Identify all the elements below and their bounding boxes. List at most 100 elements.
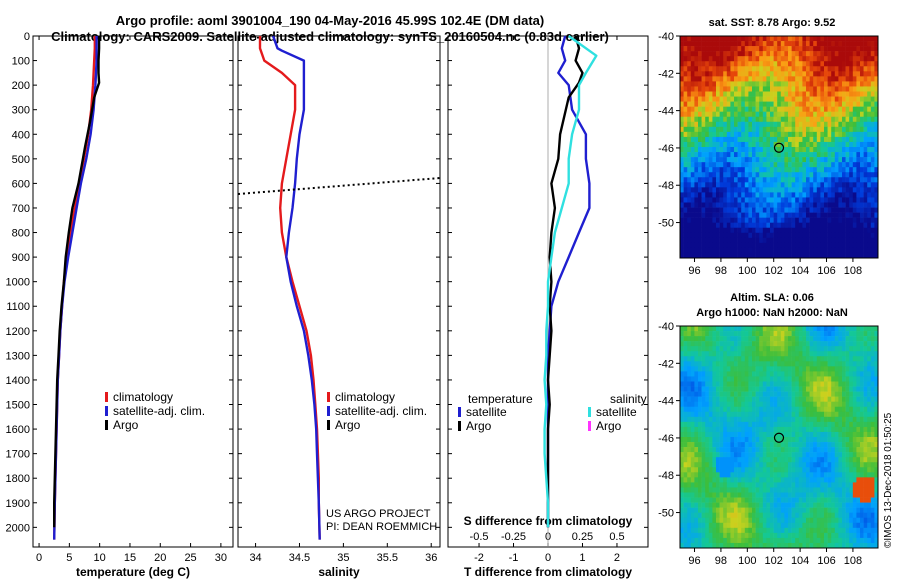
map-y-tick-label: -40 (658, 321, 674, 333)
y-tick-label: 700 (12, 203, 30, 215)
y-tick-label: 200 (12, 80, 30, 92)
salinity-series-climatology (258, 36, 321, 540)
legend-swatch (458, 421, 461, 431)
map-y-tick-label: -44 (658, 106, 674, 118)
y-tick-label: 100 (12, 56, 30, 68)
y-tick-label: 500 (12, 154, 30, 166)
temperature-frame (32, 35, 234, 548)
map-x-tick-label: 96 (688, 265, 700, 277)
y-tick-label: 2000 (6, 522, 30, 534)
y-tick-label: 1000 (6, 277, 30, 289)
y-tick-label: 400 (12, 129, 30, 141)
legend-swatch (105, 392, 108, 402)
salinity-frame (237, 35, 441, 548)
x-tick-label: 5 (66, 552, 72, 564)
map-y-tick-label: -50 (658, 218, 674, 230)
x-tick-label: 15 (124, 552, 136, 564)
map-y-tick-label: -40 (658, 31, 674, 43)
legend-label: satellite-adj. clim. (335, 404, 427, 418)
x-tick-label: 0 (545, 552, 551, 564)
sla-map-field (680, 326, 879, 549)
map-y-tick-label: -42 (658, 358, 674, 370)
y-tick-label: 600 (12, 178, 30, 190)
legend-label: climatology (335, 390, 395, 404)
legend-swatch (105, 420, 108, 430)
difference-series-argo (546, 35, 584, 528)
salinity-xlabel: salinity (318, 565, 360, 579)
map-y-tick-label: -50 (658, 508, 674, 520)
sst-map-frame (679, 35, 879, 259)
map-x-tick-label: 108 (844, 555, 862, 567)
map-x-tick-label: 102 (765, 265, 783, 277)
map-y-tick-label: -48 (658, 180, 674, 192)
y-tick-label: 1200 (6, 326, 30, 338)
x-tick-label: -2 (474, 552, 484, 564)
salinity-panel: 34 34.5 35 35.5 36 salinity climatologysatelli… (237, 35, 441, 579)
y-tick-label: 1400 (6, 375, 30, 387)
s-x-tick-label: 0.25 (572, 531, 593, 543)
legend-label: Argo (466, 419, 492, 433)
x-tick-label: 35.5 (377, 552, 398, 564)
y-tick-label: 900 (12, 252, 30, 264)
legend-swatch (588, 407, 591, 417)
map-y-tick-label: -48 (658, 470, 674, 482)
map-x-tick-label: 106 (817, 265, 835, 277)
map-y-tick-label: -46 (658, 433, 674, 445)
x-tick-label: 2 (614, 552, 620, 564)
x-tick-label: 25 (184, 552, 196, 564)
sst-map-field (680, 36, 879, 259)
sla-map-title-line1: Altim. SLA: 0.06 (730, 292, 814, 304)
legend-swatch (327, 392, 330, 402)
x-tick-label: -1 (509, 552, 519, 564)
y-tick-label: 800 (12, 228, 30, 240)
map-x-tick-label: 100 (738, 555, 756, 567)
y-tick-label: 1800 (6, 473, 30, 485)
map-x-tick-label: 98 (715, 265, 727, 277)
legend-label: Argo (335, 418, 361, 432)
temperature-xlabel: temperature (deg C) (76, 565, 190, 579)
sla-map-frame (679, 325, 879, 549)
map-y-tick-label: -46 (658, 143, 674, 155)
temperature-panel: 0 100 200 300 400 500 600 700 800 900 1000 1100 1200… (6, 31, 234, 579)
argo-float-marker (773, 142, 785, 153)
x-tick-label: 10 (94, 552, 106, 564)
temperature-series-climatology (53, 36, 97, 540)
y-tick-label: 300 (12, 105, 30, 117)
y-tick-label: 1600 (6, 424, 30, 436)
s-x-tick-label: -0.5 (470, 531, 489, 543)
temperature-series-argo (53, 36, 101, 528)
sst-map: -40 -42 -44 -46 -48 -50 96 98 100 102 104 106 108 (658, 31, 879, 277)
argo-float-marker (773, 432, 785, 443)
y-tick-label: 0 (24, 31, 30, 43)
dotted-reference-line (237, 177, 441, 195)
difference-xlabel: T difference from climatology (464, 565, 632, 579)
legend-swatch (588, 421, 591, 431)
map-y-tick-label: -42 (658, 68, 674, 80)
map-x-tick-label: 106 (817, 555, 835, 567)
salinity-series-satellite-adj-clim- (271, 35, 321, 540)
x-tick-label: 36 (425, 552, 437, 564)
legend-swatch (458, 407, 461, 417)
map-x-tick-label: 102 (765, 555, 783, 567)
x-tick-label: 1 (579, 552, 585, 564)
s-x-tick-label: 0.5 (609, 531, 624, 543)
map-x-tick-label: 108 (844, 265, 862, 277)
y-tick-label: 1100 (6, 301, 30, 313)
legend-label: satellite-adj. clim. (113, 404, 205, 418)
map-x-tick-label: 100 (738, 265, 756, 277)
legend-label: Argo (113, 418, 139, 432)
map-x-tick-label: 96 (688, 555, 700, 567)
title-line1: Argo profile: aoml 3901004_190 04-May-20… (116, 13, 545, 28)
credit-line1: US ARGO PROJECT (326, 508, 431, 520)
difference-series-satellite (546, 35, 591, 528)
x-tick-label: 34 (249, 552, 261, 564)
legend-swatch (327, 420, 330, 430)
imos-watermark: ©IMOS 13-Dec-2018 01:50:25 (883, 412, 894, 548)
s-x-tick-label: -0.25 (501, 531, 526, 543)
x-tick-label: 34.5 (289, 552, 310, 564)
sla-map: -40 -42 -44 -46 -48 -50 96 98 100 102 104 106 108 (658, 321, 879, 567)
legend-label: climatology (113, 390, 173, 404)
y-tick-label: 1900 (6, 498, 30, 510)
